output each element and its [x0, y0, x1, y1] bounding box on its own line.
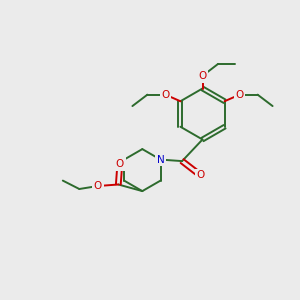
- Text: N: N: [157, 154, 164, 165]
- Text: O: O: [196, 170, 205, 181]
- Text: O: O: [116, 159, 124, 169]
- Text: O: O: [161, 90, 169, 100]
- Text: O: O: [94, 181, 102, 191]
- Text: O: O: [236, 90, 244, 100]
- Text: O: O: [198, 71, 207, 81]
